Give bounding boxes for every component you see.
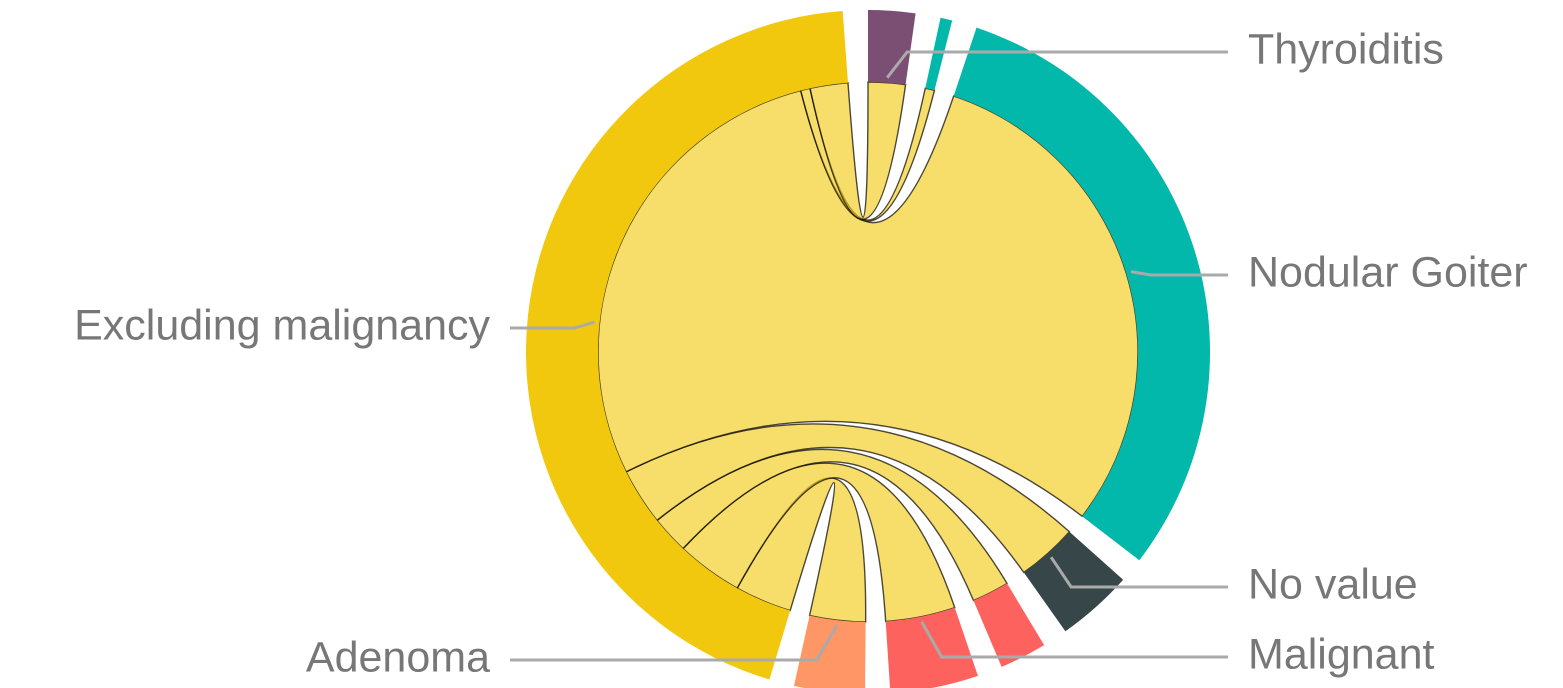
group-label: Nodular Goiter xyxy=(1248,248,1528,296)
group-arc xyxy=(868,10,916,85)
group-arc xyxy=(925,17,953,91)
leader-line xyxy=(885,50,1228,79)
group-arc xyxy=(953,27,1210,561)
group-label: No value xyxy=(1248,560,1418,608)
group-label: Adenoma xyxy=(306,633,490,681)
group-arc xyxy=(973,583,1045,667)
group-arc xyxy=(885,607,978,688)
group-arc xyxy=(526,10,848,680)
group-arc xyxy=(793,615,866,688)
group-arc xyxy=(1023,531,1124,632)
leader-line xyxy=(1049,556,1228,589)
leader-line xyxy=(920,620,1228,659)
group-label: Excluding malignancy xyxy=(74,301,490,349)
group-label: Malignant xyxy=(1248,630,1434,678)
leader-line xyxy=(1130,270,1228,277)
leader-line xyxy=(510,320,596,330)
group-label: Thyroiditis xyxy=(1248,25,1444,73)
leader-line xyxy=(510,624,839,662)
